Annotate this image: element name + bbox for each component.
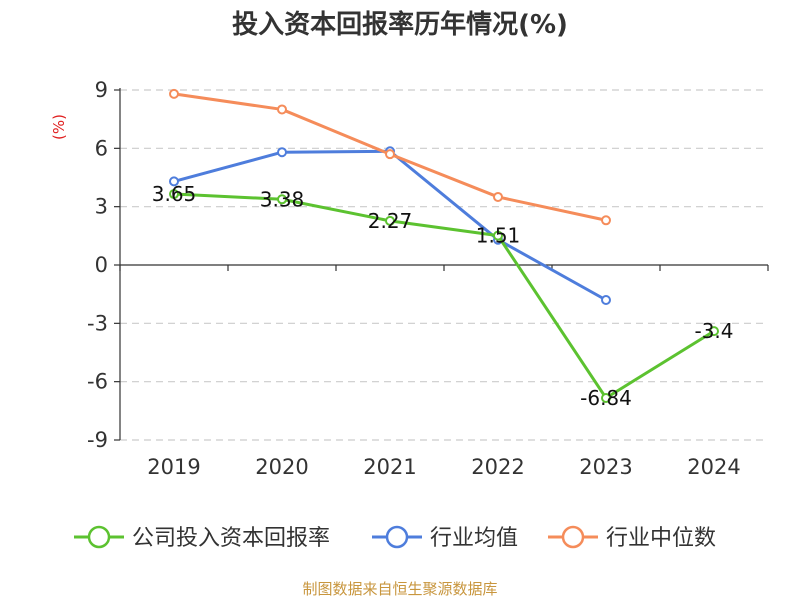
data-point [277, 147, 287, 158]
y-tick-label: 6 [95, 136, 108, 160]
y-tick-label: 3 [95, 195, 108, 219]
data-point [385, 215, 395, 226]
data-label: -6.84 [580, 386, 632, 410]
data-point [493, 191, 503, 202]
legend-swatch-marker [561, 525, 585, 549]
y-tick-label: 0 [95, 253, 108, 277]
data-label: 1.51 [476, 224, 521, 248]
data-point [601, 295, 611, 305]
data-point [709, 326, 719, 337]
legend-label: 行业中位数 [606, 526, 716, 551]
y-tick-label: -3 [87, 311, 108, 335]
legend-label: 行业均值 [430, 526, 518, 551]
x-tick-label: 2024 [687, 455, 740, 479]
data-point [493, 230, 503, 241]
x-tick-label: 2022 [471, 455, 524, 479]
series-layer [169, 88, 719, 403]
x-tick-label: 2019 [147, 455, 200, 479]
x-tick-label: 2021 [363, 455, 416, 479]
legend-label: 公司投入资本回报率 [132, 526, 330, 551]
y-axis-unit-label: (%) [50, 114, 68, 140]
data-point [277, 194, 287, 205]
data-point [601, 393, 611, 403]
data-label-layer: 3.65 3.38 2.27 1.51 -6.84 -3.4 [152, 182, 734, 410]
legend-swatch-marker [87, 525, 111, 549]
grid-layer [120, 89, 768, 441]
data-label: 2.27 [368, 209, 413, 233]
data-label: 3.65 [152, 182, 197, 206]
x-tick-label: 2023 [579, 455, 632, 479]
source-note: 制图数据来自恒生聚源数据库 [302, 580, 498, 598]
data-point [169, 88, 179, 99]
data-point [601, 215, 611, 226]
data-point [169, 189, 179, 200]
y-tick-label: -9 [87, 428, 108, 452]
series-line [173, 192, 715, 400]
legend[interactable]: 公司投入资本回报率 行业均值 行业中位数 [74, 525, 716, 551]
data-label: 3.38 [260, 187, 305, 211]
data-point [277, 104, 287, 115]
legend-swatch-marker [385, 525, 409, 549]
data-label: -3.4 [694, 319, 733, 343]
chart-title: 投入资本回报率历年情况(%) [232, 10, 568, 40]
data-point [169, 176, 179, 187]
axis-layer: 9 6 3 0 -3 -6 -9 2019 2020 2021 2022 2023 2024 [87, 78, 769, 479]
y-tick-label: 9 [95, 78, 108, 102]
data-point [385, 149, 395, 160]
y-tick-label: -6 [87, 370, 108, 394]
x-tick-label: 2020 [255, 455, 308, 479]
